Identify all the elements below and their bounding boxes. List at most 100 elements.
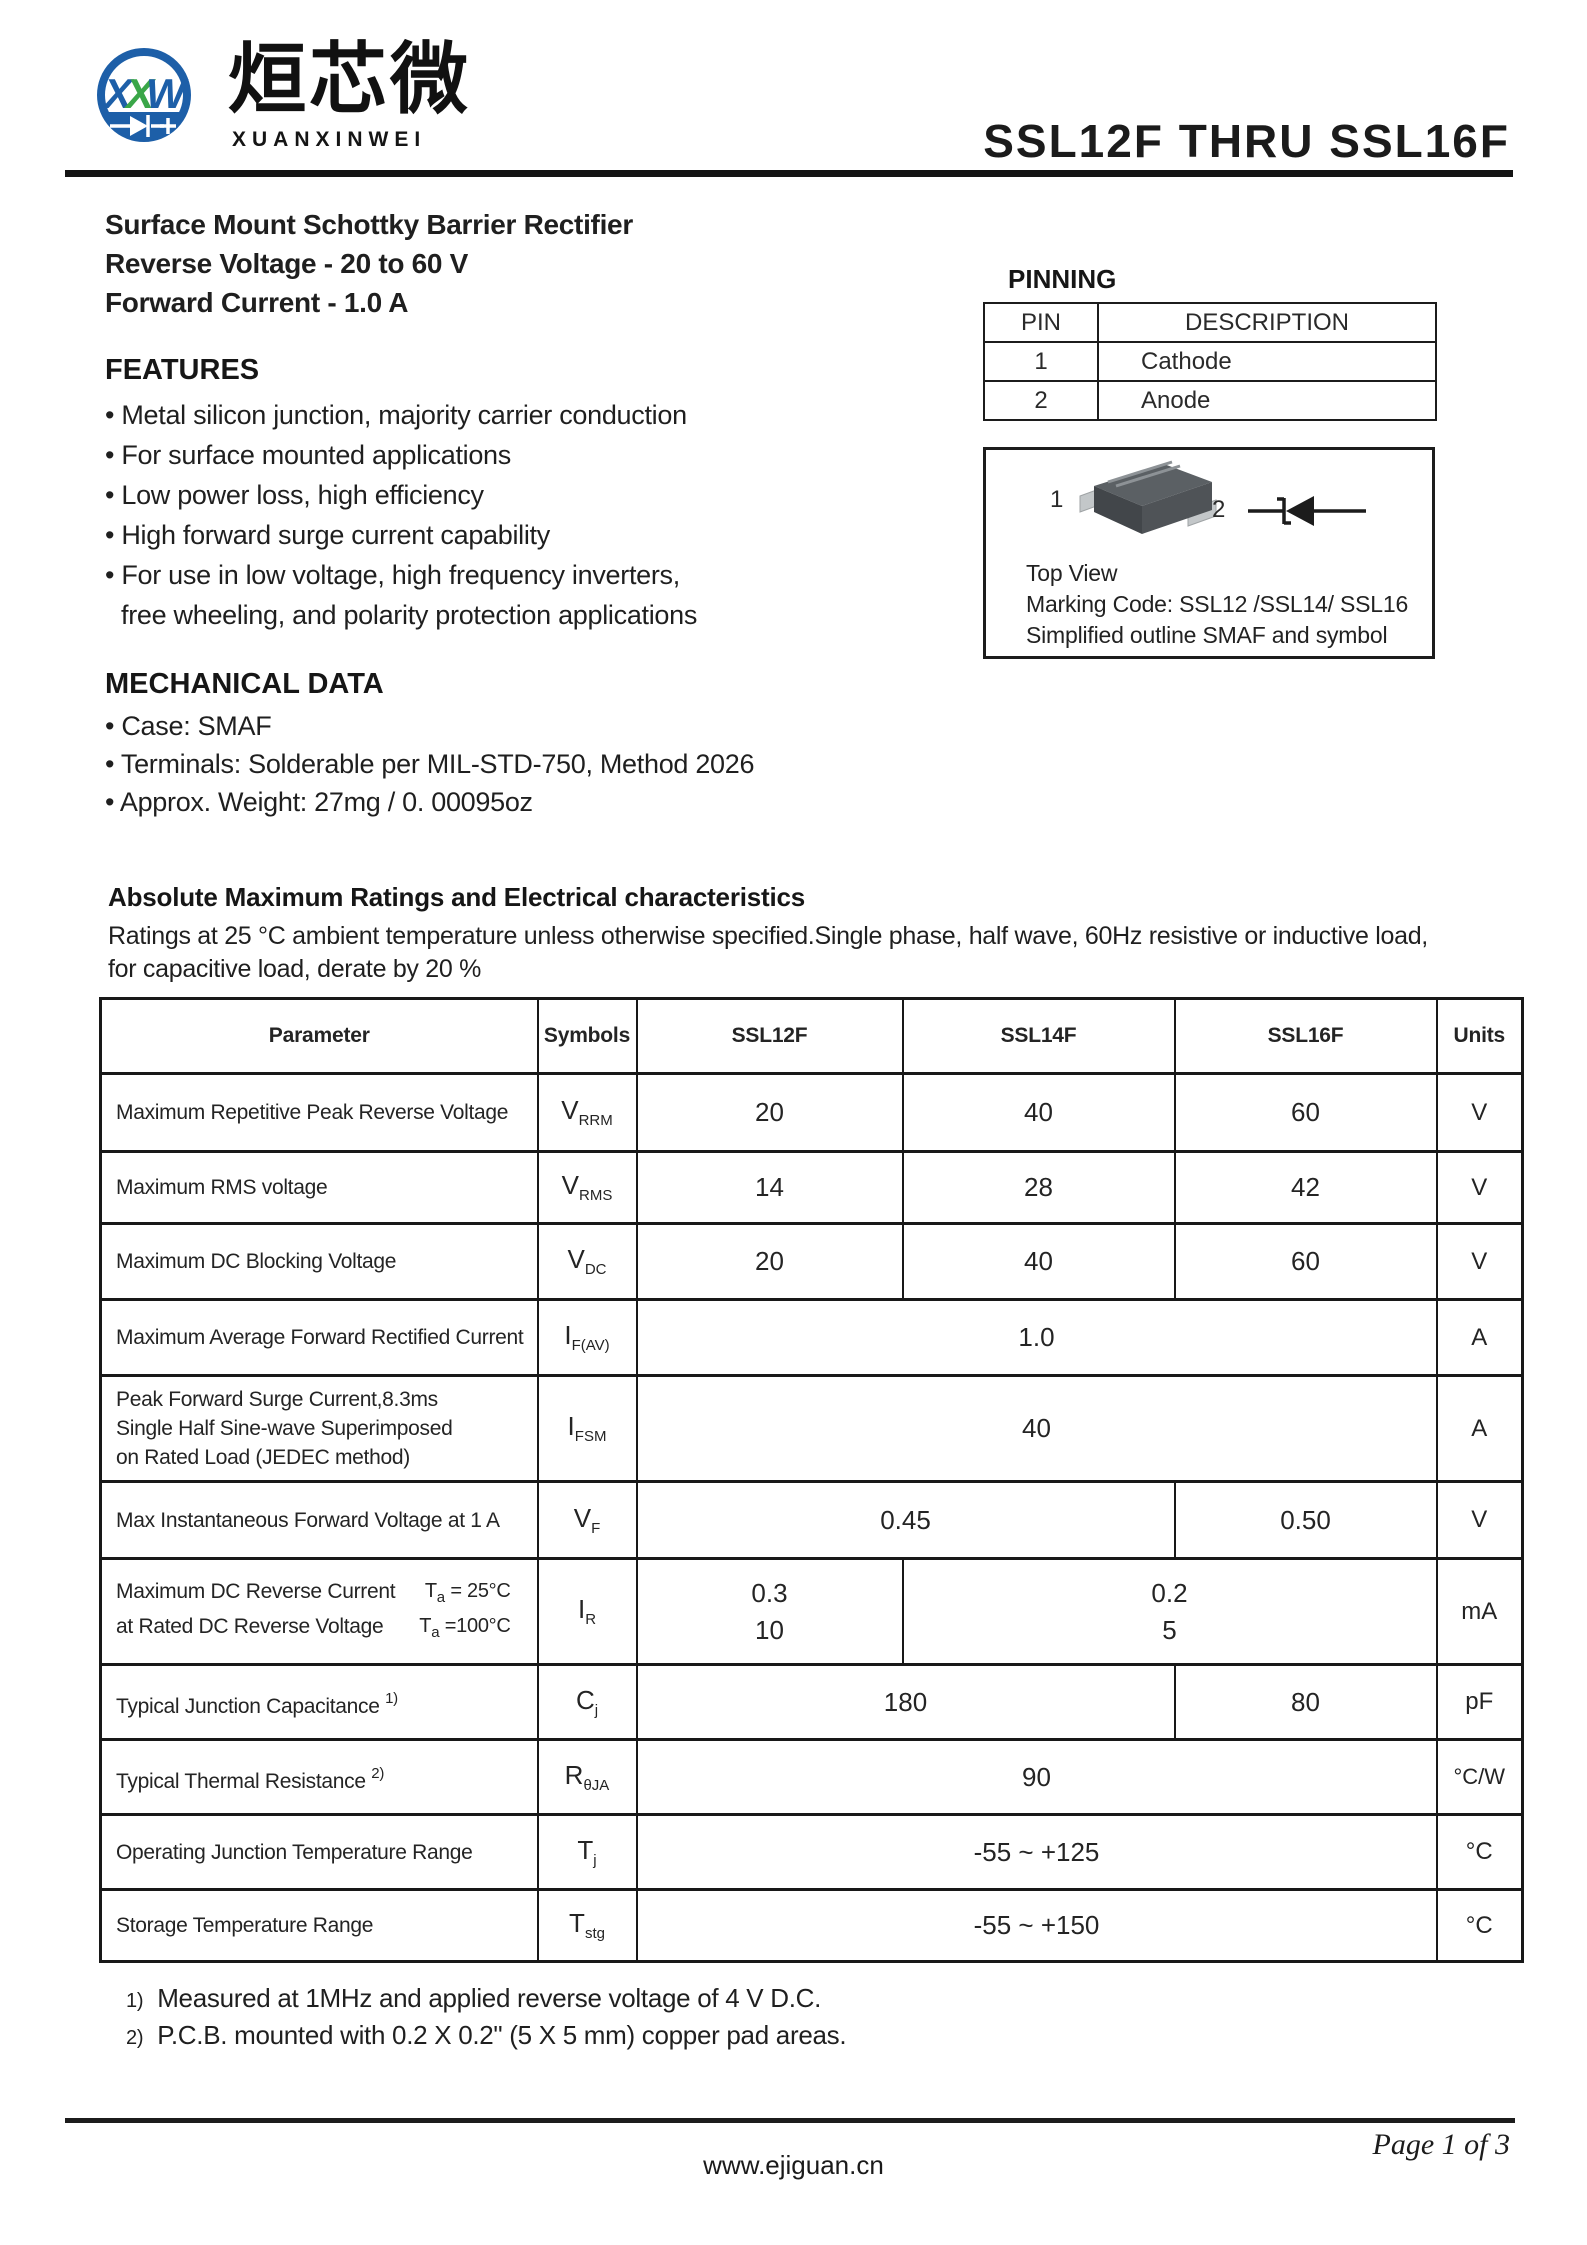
ratings-note: Ratings at 25 °C ambient temperature unl… (108, 920, 1528, 986)
value-ssl16f: 0.50 (1173, 1480, 1438, 1560)
column-header: Units (1435, 997, 1524, 1075)
page-title: SSL12F THRU SSL16F (983, 115, 1510, 167)
list-item: Terminals: Solderable per MIL-STD-750, M… (105, 745, 755, 783)
table-row: Typical Junction Capacitance 1) Cj 180 8… (99, 1663, 1524, 1741)
summary-line: Forward Current - 1.0 A (105, 287, 409, 318)
mechanical-list: Case: SMAF Terminals: Solderable per MIL… (105, 707, 755, 821)
caption-line: Marking Code: SSL12 /SSL14/ SSL16 (1026, 591, 1409, 617)
parameter-name: Maximum RMS voltage (99, 1150, 539, 1225)
unit: °C/W (1435, 1738, 1524, 1816)
value-ssl16f: 42 (1173, 1150, 1438, 1225)
column-header: Parameter (99, 997, 539, 1075)
caption-line: Simplified outline SMAF and symbol (1026, 622, 1388, 648)
pinning-table: PIN DESCRIPTION 1 Cathode 2 Anode (983, 302, 1437, 421)
value-all-types: 90 (635, 1738, 1438, 1816)
table-row: Typical Thermal Resistance 2) RθJA 90 °C… (99, 1738, 1524, 1816)
footnotes: 1) Measured at 1MHz and applied reverse v… (126, 1981, 847, 2055)
table-row: Maximum RMS voltage VRMS 14 28 42 V (99, 1150, 1524, 1225)
ratings-header-row: Parameter Symbols SSL12F SSL14F SSL16F U… (99, 997, 1524, 1075)
note-line: for capacitive load, derate by 20 % (108, 955, 482, 983)
company-logo-icon: X X W (97, 48, 191, 142)
package-outline-box: 1 2 Top View Marking Code: SSL12 /SSL14/… (983, 447, 1435, 659)
symbol: VRMS (536, 1150, 638, 1225)
value-ssl16f: 80 (1173, 1663, 1438, 1741)
value-ssl14f: 40 (901, 1222, 1176, 1301)
pin-number: 1 (983, 341, 1099, 382)
value-ssl14f: 28 (901, 1150, 1176, 1225)
company-name-chinese: 烜芯微 (228, 35, 472, 123)
symbol: Cj (536, 1663, 638, 1741)
parameter-name: Peak Forward Surge Current,8.3ms Single … (99, 1374, 539, 1483)
company-name-latin: XUANXINWEI (232, 128, 427, 151)
table-row: 1 Cathode (983, 341, 1437, 382)
column-header: SSL14F (901, 997, 1176, 1075)
summary-line: Surface Mount Schottky Barrier Rectifier (105, 209, 633, 240)
unit: pF (1435, 1663, 1524, 1741)
footer-divider (65, 2118, 1515, 2123)
column-header: Symbols (536, 997, 638, 1075)
pinning-heading: PINNING (1008, 264, 1117, 294)
list-item: Metal silicon junction, majority carrier… (105, 395, 697, 435)
symbol: IFSM (536, 1374, 638, 1483)
list-item: For use in low voltage, high frequency i… (105, 555, 697, 595)
unit: A (1435, 1374, 1524, 1483)
package-3d-image (1079, 460, 1217, 534)
list-item: For surface mounted applications (105, 435, 697, 475)
symbol: VDC (536, 1222, 638, 1301)
column-header: SSL16F (1173, 997, 1438, 1075)
page-number: Page 1 of 3 (1372, 2128, 1510, 2161)
unit: mA (1435, 1557, 1524, 1666)
unit: V (1435, 1222, 1524, 1301)
parameter-name: Maximum DC Blocking Voltage (99, 1222, 539, 1301)
table-row: Max Instantaneous Forward Voltage at 1 A… (99, 1480, 1524, 1560)
table-row: Maximum Repetitive Peak Reverse Voltage … (99, 1072, 1524, 1153)
footnote: 1) Measured at 1MHz and applied reverse v… (126, 1983, 822, 2013)
parameter-name: Storage Temperature Range (99, 1888, 539, 1963)
symbol: Tstg (536, 1888, 638, 1963)
symbol: IF(AV) (536, 1298, 638, 1377)
symbol: RθJA (536, 1738, 638, 1816)
value-all-types: 1.0 (635, 1298, 1438, 1377)
value-all-types: -55 ~ +125 (635, 1813, 1438, 1891)
diode-symbol-icon (1248, 496, 1366, 526)
description-column-header: DESCRIPTION (1097, 302, 1437, 343)
parameter-name: Operating Junction Temperature Range (99, 1813, 539, 1891)
value-ssl14f: 40 (901, 1072, 1176, 1153)
symbol: IR (536, 1557, 638, 1666)
symbol: Tj (536, 1813, 638, 1891)
list-item: Low power loss, high efficiency (105, 475, 697, 515)
value-ssl14f-ssl16f: 0.2 5 (901, 1557, 1438, 1666)
ratings-heading: Absolute Maximum Ratings and Electrical … (108, 882, 806, 912)
svg-text:X: X (102, 70, 135, 117)
unit: °C (1435, 1813, 1524, 1891)
value-ssl12f-ssl14f: 180 (635, 1663, 1176, 1741)
pin-description: Anode (1097, 380, 1437, 421)
package-caption: Top View Marking Code: SSL12 /SSL14/ SSL… (1026, 558, 1408, 651)
value-ssl12f: 14 (635, 1150, 904, 1225)
value-ssl16f: 60 (1173, 1072, 1438, 1153)
svg-text:X: X (124, 70, 157, 117)
table-row: 2 Anode (983, 380, 1437, 421)
mechanical-heading: MECHANICAL DATA (105, 668, 384, 700)
pin-number: 2 (983, 380, 1099, 421)
pinning-header-row: PIN DESCRIPTION (983, 302, 1437, 343)
features-list: Metal silicon junction, majority carrier… (105, 395, 697, 635)
parameter-name: Typical Thermal Resistance 2) (99, 1738, 539, 1816)
website-url: www.ejiguan.cn (703, 2150, 884, 2180)
svg-text:W: W (146, 70, 189, 117)
value-all-types: 40 (635, 1374, 1438, 1483)
table-row: Storage Temperature Range Tstg -55 ~ +15… (99, 1888, 1524, 1963)
symbol: VF (536, 1480, 638, 1560)
parameter-name: Max Instantaneous Forward Voltage at 1 A (99, 1480, 539, 1560)
column-header: SSL12F (635, 997, 904, 1075)
table-row: Maximum Average Forward Rectified Curren… (99, 1298, 1524, 1377)
table-row: Peak Forward Surge Current,8.3ms Single … (99, 1374, 1524, 1483)
parameter-name: Typical Junction Capacitance 1) (99, 1663, 539, 1741)
table-row: Maximum DC Reverse Current Ta = 25°C at … (99, 1557, 1524, 1666)
parameter-name: Maximum Average Forward Rectified Curren… (99, 1298, 539, 1377)
ratings-table: Parameter Symbols SSL12F SSL14F SSL16F U… (99, 997, 1524, 1963)
unit: V (1435, 1480, 1524, 1560)
summary-line: Reverse Voltage - 20 to 60 V (105, 248, 469, 279)
parameter-name: Maximum Repetitive Peak Reverse Voltage (99, 1072, 539, 1153)
